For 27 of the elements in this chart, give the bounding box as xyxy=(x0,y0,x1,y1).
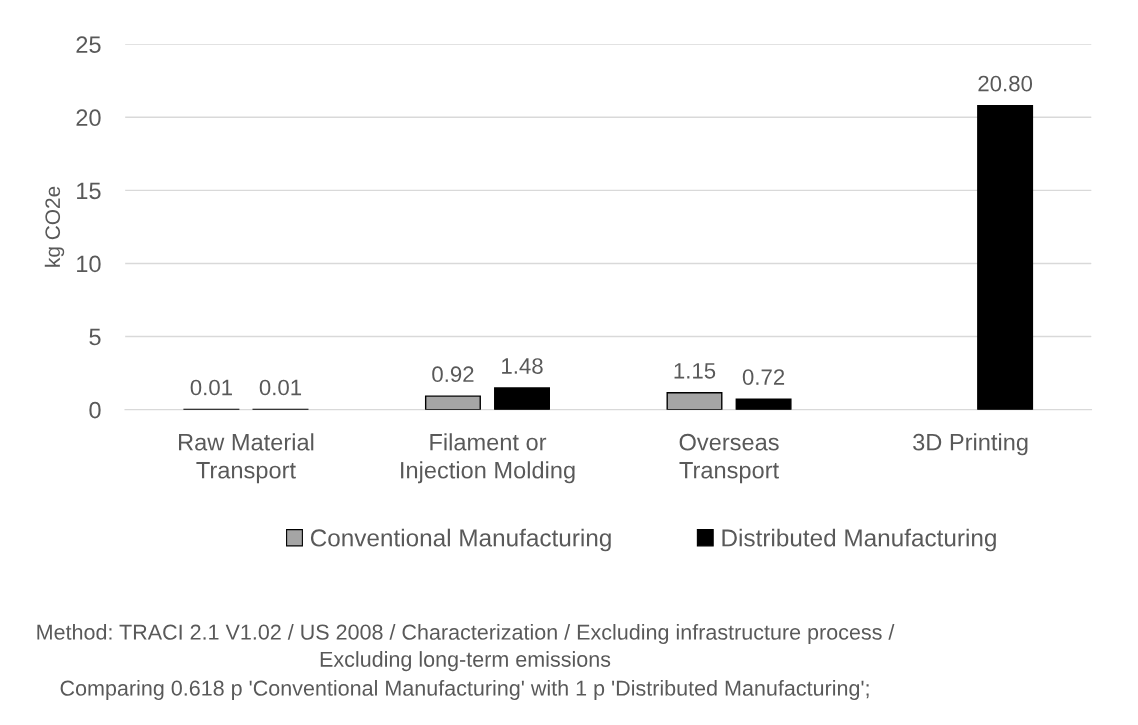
legend-label: Conventional Manufacturing xyxy=(310,528,611,552)
bar xyxy=(735,398,792,410)
data-label: 0.72 xyxy=(742,369,785,385)
legend-label: Distributed Manufacturing xyxy=(722,528,996,552)
data-label: 0.01 xyxy=(259,379,302,396)
y-tick-label: 20 xyxy=(76,109,101,127)
bar xyxy=(977,104,1034,410)
data-label: 1.15 xyxy=(674,363,716,379)
bar xyxy=(424,395,481,410)
y-tick-label: 5 xyxy=(89,328,101,346)
y-tick-label: 10 xyxy=(77,255,101,273)
text: Comparing 0.618 p 'Conventional Manufacturing' with 1 p 'Distributed Manufacturing'; xyxy=(60,680,869,701)
y-tick-label: 0 xyxy=(89,401,101,419)
y-axis-title: kg CO2e xyxy=(44,186,65,267)
data-label: 0.92 xyxy=(432,366,474,383)
x-tick-label: 3D Printing xyxy=(913,433,1028,456)
y-tick-label: 15 xyxy=(77,182,101,200)
x-tick-label: Filament or Injection Molding xyxy=(401,433,575,484)
bar xyxy=(666,392,723,410)
x-tick-label: Overseas Transport xyxy=(679,433,779,484)
bar xyxy=(494,387,551,410)
data-label: 20.80 xyxy=(978,75,1033,92)
text: Method: TRACI 2.1 V1.02 / US 2008 / Characterization / Excluding infrastructure process / Excluding long-term emissions xyxy=(37,624,895,672)
data-label: 1.48 xyxy=(502,358,543,374)
x-tick-label: Raw Material Transport xyxy=(179,433,314,484)
y-tick-label: 25 xyxy=(76,36,101,54)
data-label: 0.01 xyxy=(190,379,232,396)
